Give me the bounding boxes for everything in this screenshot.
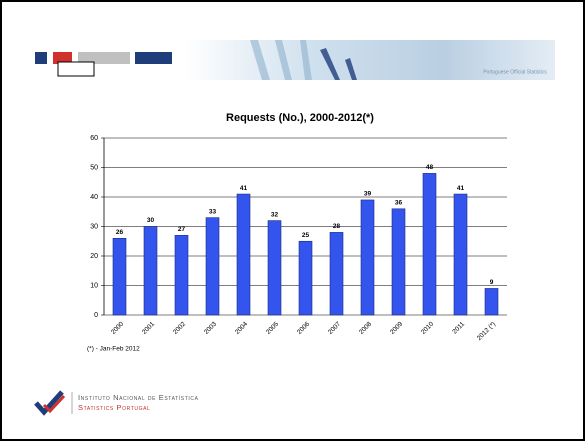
value-label: 48 (426, 164, 434, 171)
y-tick-label: 20 (90, 253, 98, 260)
bar (174, 235, 189, 316)
value-label: 28 (333, 223, 341, 230)
value-label: 41 (240, 185, 248, 192)
bar (143, 226, 158, 316)
bar (205, 217, 220, 316)
value-label: 36 (395, 200, 403, 207)
y-tick-label: 40 (90, 194, 98, 201)
bar (298, 240, 313, 316)
value-label: 32 (271, 211, 279, 218)
value-label: 41 (457, 185, 465, 192)
footer-subtitle: Statistics Portugal (78, 403, 150, 412)
bar (329, 232, 344, 316)
chart-note: (*) - Jan-Feb 2012 (87, 346, 140, 353)
bar (484, 288, 499, 316)
y-tick-label: 60 (90, 135, 98, 142)
value-label: 25 (302, 232, 310, 239)
chart-title: Requests (No.), 2000-2012(*) (226, 112, 374, 124)
value-label: 26 (116, 229, 124, 236)
bar (391, 208, 406, 316)
footer-name: Instituto Nacional de Estatística (78, 393, 199, 402)
y-tick-label: 10 (90, 282, 98, 289)
bar (267, 220, 282, 316)
y-tick-label: 50 (90, 164, 98, 171)
header-decoration (35, 40, 555, 80)
y-tick-label: 0 (94, 312, 98, 319)
bar (236, 193, 251, 316)
bar (453, 193, 468, 316)
value-label: 30 (147, 217, 155, 224)
value-label: 9 (490, 279, 494, 286)
bar (422, 173, 437, 316)
bar (112, 238, 127, 316)
footer-logo (34, 390, 73, 416)
y-tick-label: 30 (90, 223, 98, 230)
value-label: 33 (209, 208, 217, 215)
bar (360, 199, 375, 316)
banner-text: Portuguese Official Statistics (483, 69, 547, 75)
value-label: 39 (364, 191, 372, 198)
value-label: 27 (178, 226, 186, 233)
